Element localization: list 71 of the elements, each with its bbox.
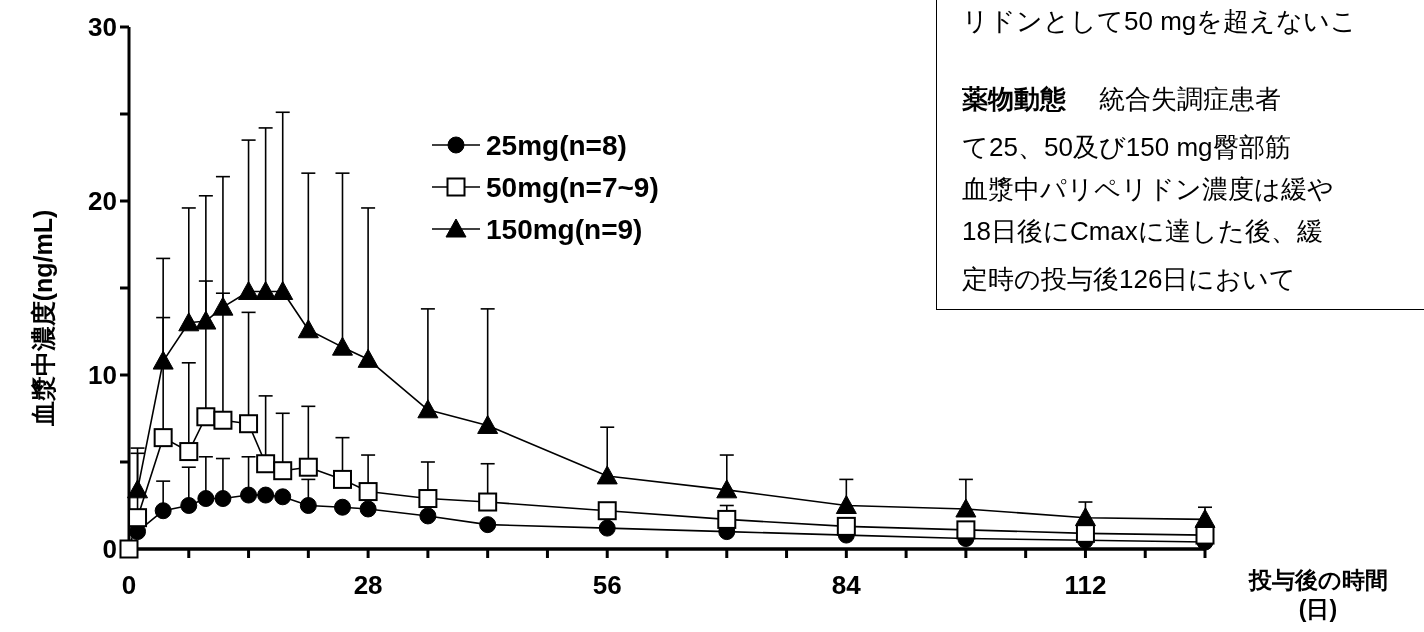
point: [239, 414, 259, 434]
x-tick-label: 84: [831, 570, 862, 600]
point: [359, 500, 377, 518]
point: [358, 482, 378, 502]
x-tick-label: 56: [592, 570, 622, 600]
point: [835, 495, 857, 514]
point: [598, 519, 616, 537]
point: [479, 516, 497, 534]
point: [955, 498, 977, 518]
annotation: 血漿中パリペリドン濃度は緩や: [962, 174, 1334, 204]
annotation: て25、50及び150 mg臀部筋: [962, 132, 1291, 162]
legend-label: 50mg(n=7~9): [486, 172, 659, 203]
x-tick-label: 0: [121, 570, 137, 600]
point: [127, 479, 149, 499]
point: [1075, 523, 1095, 543]
point: [180, 497, 198, 514]
point: [956, 520, 976, 540]
legend-label: 25mg(n=8): [486, 130, 627, 161]
point: [257, 486, 275, 504]
annotation: リドンとして50 mgを超えないこ: [962, 6, 1358, 36]
point: [717, 509, 737, 529]
point: [597, 501, 617, 521]
point: [716, 479, 738, 499]
x-tick-label: 28: [353, 570, 383, 600]
annotation: 定時の投与後126日において: [962, 264, 1297, 294]
point: [419, 507, 437, 525]
point: [1074, 507, 1096, 527]
y-tick-label: 0: [102, 534, 117, 564]
point: [418, 489, 438, 509]
point: [213, 410, 233, 430]
text: 薬物動態 統合失調症患者: [962, 84, 1282, 114]
point: [255, 280, 277, 300]
point: [596, 465, 618, 485]
point: [119, 539, 139, 559]
point: [297, 319, 319, 339]
point: [128, 508, 148, 528]
point: [240, 486, 258, 504]
point: [196, 407, 216, 427]
point: [299, 497, 317, 514]
point: [1195, 525, 1215, 545]
point: [331, 336, 353, 356]
annotation: 18日後にCmaxに達した後、緩: [962, 216, 1323, 246]
point: [197, 490, 215, 508]
point: [178, 312, 200, 332]
point: [154, 502, 172, 520]
point: [152, 350, 174, 370]
point: [153, 428, 173, 448]
point: [298, 457, 318, 477]
point: [272, 280, 294, 300]
point: [477, 414, 499, 434]
y-axis-title: 血漿中濃度(ng/mL): [29, 209, 57, 428]
point: [273, 461, 293, 481]
point: [179, 442, 199, 462]
x-tick-label: 112: [1064, 570, 1107, 600]
point: [836, 516, 856, 536]
point: [417, 399, 439, 419]
y-tick-label: 20: [88, 186, 117, 216]
y-tick-label: 10: [88, 360, 117, 390]
point: [214, 490, 232, 508]
point: [274, 488, 292, 506]
point: [212, 296, 234, 316]
point: [333, 498, 351, 516]
point: [332, 469, 352, 489]
legend-label: 150mg(n=9): [486, 214, 643, 245]
point: [478, 492, 498, 512]
x-axis-title: 投与後の時間 (日): [1247, 566, 1389, 624]
point: [238, 280, 260, 300]
point: [195, 310, 217, 330]
y-tick-label: 30: [88, 12, 117, 42]
point: [256, 454, 276, 474]
point: [357, 348, 379, 368]
